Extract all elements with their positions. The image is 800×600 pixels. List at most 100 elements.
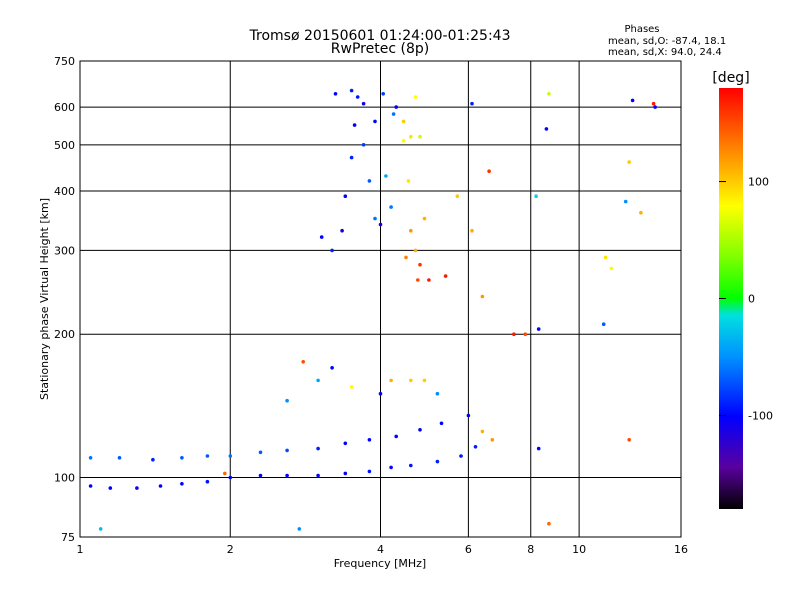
data-point <box>406 179 411 183</box>
data-point <box>536 327 541 331</box>
grid <box>80 61 681 537</box>
data-point <box>480 429 485 434</box>
data-point <box>285 448 289 453</box>
data-point <box>355 95 360 99</box>
data-point <box>340 228 344 233</box>
data-point <box>413 248 418 253</box>
data-point <box>547 92 551 96</box>
data-point <box>158 484 163 488</box>
x-tick-label: 4 <box>377 543 384 556</box>
data-point <box>389 205 393 209</box>
y-tick-label: 75 <box>61 531 75 544</box>
x-ticks: 1 2 4 6 8 10 16 <box>77 543 689 556</box>
data-point <box>623 199 628 204</box>
y-tick-label: 500 <box>54 139 75 152</box>
data-point <box>439 421 444 426</box>
data-point <box>394 434 399 439</box>
data-point <box>409 134 413 139</box>
data-point <box>367 469 372 474</box>
data-point <box>333 92 338 96</box>
y-tick-label: 750 <box>54 55 75 68</box>
data-point <box>381 92 386 96</box>
data-point <box>627 438 631 442</box>
data-point <box>316 473 320 478</box>
y-tick-label: 600 <box>54 101 75 114</box>
data-point <box>487 169 491 173</box>
data-point <box>547 521 551 526</box>
data-point <box>609 266 614 271</box>
data-point <box>349 88 354 93</box>
data-point <box>330 366 334 370</box>
data-point <box>536 446 541 451</box>
stats-heading: Phases <box>624 24 659 35</box>
stats-line-x: mean, sd,X: 94.0, 24.4 <box>608 47 722 58</box>
data-point <box>404 255 408 260</box>
data-point <box>98 527 103 531</box>
colorbar-ticks: 100 0 -100 <box>719 176 773 422</box>
data-point <box>627 160 631 164</box>
data-point <box>361 143 366 147</box>
data-point <box>470 101 474 106</box>
data-point <box>401 138 406 143</box>
chart-subtitle: RwPretec (8p) <box>331 41 429 57</box>
data-point <box>352 123 357 127</box>
data-point <box>394 105 399 109</box>
data-point <box>285 473 289 478</box>
data-point <box>653 105 657 109</box>
x-tick-label: 10 <box>572 543 586 556</box>
data-point <box>473 445 478 449</box>
data-point <box>373 216 377 221</box>
y-ticks: 75 100 200 300 400 500 600 750 <box>54 55 75 544</box>
data-point <box>343 441 348 446</box>
data-point <box>422 216 427 221</box>
y-axis-label: Stationary phase Virtual Height [km] <box>38 198 51 400</box>
y-tick-label: 100 <box>54 472 75 485</box>
data-point <box>651 101 656 106</box>
data-point <box>378 222 383 227</box>
data-point <box>409 228 413 233</box>
data-point <box>455 194 460 198</box>
data-point <box>285 398 289 403</box>
data-point <box>443 274 448 278</box>
data-point <box>151 457 155 462</box>
data-point <box>389 378 393 383</box>
data-point <box>343 471 348 476</box>
data-point <box>205 479 210 484</box>
data-point <box>301 360 306 364</box>
data-point <box>490 438 495 442</box>
data-point <box>418 428 422 432</box>
data-point <box>391 112 396 116</box>
data-point <box>108 486 113 490</box>
data-point <box>384 174 388 178</box>
data-point <box>135 486 139 490</box>
colorbar-tick-label: 0 <box>748 293 755 306</box>
data-point <box>418 134 422 139</box>
data-point <box>180 456 184 460</box>
data-point <box>180 482 184 486</box>
data-point <box>480 294 485 299</box>
data-point <box>534 194 538 198</box>
data-point <box>413 95 418 99</box>
data-point <box>349 155 354 160</box>
data-point <box>378 391 383 396</box>
data-point <box>523 332 528 337</box>
data-point <box>361 101 366 106</box>
y-tick-label: 300 <box>54 244 75 257</box>
data-point <box>316 378 320 383</box>
data-point <box>416 278 420 282</box>
data-point <box>601 322 606 327</box>
data-points <box>88 88 657 531</box>
data-point <box>228 475 233 480</box>
data-point <box>409 463 413 468</box>
data-point <box>389 465 393 470</box>
data-point <box>228 454 233 458</box>
data-point <box>88 484 93 488</box>
chart-title: Tromsø 20150601 01:24:00-01:25:43 <box>249 28 511 44</box>
data-point <box>258 473 263 478</box>
colorbar-tick-label: 100 <box>748 176 769 189</box>
x-tick-label: 2 <box>227 543 234 556</box>
data-point <box>373 119 377 124</box>
data-point <box>418 262 422 267</box>
y-tick-label: 400 <box>54 185 75 198</box>
